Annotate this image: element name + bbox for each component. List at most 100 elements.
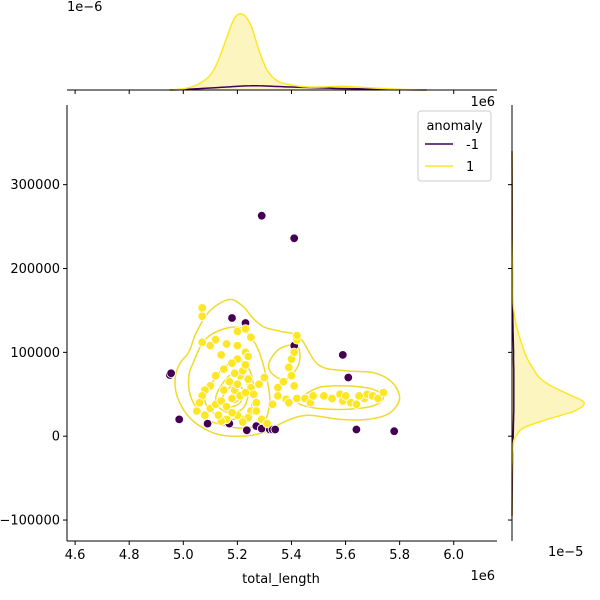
normal-point bbox=[292, 330, 302, 341]
normal-point bbox=[197, 303, 207, 313]
normal-point bbox=[197, 337, 207, 348]
normal-point bbox=[227, 393, 237, 404]
normal-point bbox=[221, 339, 232, 349]
normal-point bbox=[240, 324, 251, 334]
anomaly-point bbox=[242, 425, 252, 436]
top-marginal-x-ticks bbox=[74, 90, 455, 94]
anomaly-point bbox=[343, 372, 354, 383]
right-density-line-normal bbox=[511, 151, 585, 516]
top-density-line-anomaly bbox=[169, 84, 427, 91]
scatter-points bbox=[165, 210, 399, 436]
normal-point bbox=[243, 374, 253, 384]
normal-point bbox=[227, 358, 237, 368]
y-tick-label: −100000 bbox=[0, 514, 60, 529]
normal-point bbox=[232, 326, 243, 337]
normal-point bbox=[254, 379, 264, 389]
legend-label-normal: 1 bbox=[466, 160, 474, 175]
density-contour-mid-left bbox=[187, 326, 271, 429]
right-marginal-y-ticks bbox=[508, 184, 512, 521]
normal-point bbox=[267, 399, 278, 410]
y-tick-label: 100000 bbox=[10, 346, 60, 361]
normal-point bbox=[327, 393, 337, 404]
anomaly-point bbox=[202, 418, 213, 429]
normal-point bbox=[216, 396, 226, 406]
normal-point bbox=[229, 368, 240, 379]
anomaly-point bbox=[227, 313, 237, 323]
normal-point bbox=[210, 371, 221, 381]
anomaly-point bbox=[389, 426, 399, 436]
legend: anomaly -1 1 bbox=[417, 110, 492, 182]
y-tick-label: 200000 bbox=[10, 262, 60, 277]
normal-point bbox=[192, 406, 202, 416]
normal-point bbox=[200, 410, 210, 420]
density-contour-mid-upper bbox=[267, 344, 301, 381]
x-tick-label: 5.4 bbox=[281, 548, 302, 563]
y-tick-label: 300000 bbox=[10, 178, 60, 193]
normal-point bbox=[219, 364, 229, 374]
y-axis-ticks: −100000 0 100000 200000 300000 bbox=[0, 178, 67, 529]
normal-point bbox=[251, 398, 261, 408]
top-marginal-panel: 1e−6 bbox=[67, 0, 497, 94]
normal-point bbox=[351, 399, 362, 410]
legend-title: anomaly bbox=[426, 119, 482, 134]
normal-point bbox=[246, 332, 256, 343]
anomaly-point bbox=[174, 414, 184, 425]
normal-point bbox=[240, 387, 251, 398]
normal-point bbox=[273, 391, 283, 401]
density-contours bbox=[174, 298, 401, 438]
normal-point bbox=[319, 391, 329, 401]
normal-point bbox=[259, 372, 270, 383]
anomaly-point bbox=[289, 233, 299, 244]
normal-point bbox=[232, 379, 243, 389]
anomaly-point bbox=[338, 350, 348, 360]
legend-label-anomaly: -1 bbox=[466, 138, 479, 153]
right-marginal-offset-label: 1e−5 bbox=[548, 545, 583, 560]
normal-point bbox=[251, 406, 261, 416]
top-density-fill-normal bbox=[169, 13, 427, 90]
normal-point bbox=[238, 417, 248, 427]
x-axis-offset-label: 1e6 bbox=[470, 569, 495, 584]
normal-point bbox=[224, 377, 235, 387]
normal-point bbox=[284, 398, 294, 408]
anomaly-point bbox=[257, 210, 267, 221]
legend-frame bbox=[417, 110, 492, 182]
x-tick-label: 4.6 bbox=[65, 548, 86, 563]
x-tick-label: 5.0 bbox=[173, 548, 194, 563]
normal-point bbox=[289, 347, 299, 358]
top-density-line-normal bbox=[169, 12, 427, 91]
normal-point bbox=[373, 393, 383, 404]
anomaly-point bbox=[166, 368, 176, 379]
normal-point bbox=[240, 360, 251, 370]
normal-point bbox=[221, 402, 232, 412]
normal-point bbox=[219, 385, 229, 395]
x-tick-label: 6.0 bbox=[443, 548, 464, 563]
normal-point bbox=[354, 391, 364, 401]
x-tick-label: 5.8 bbox=[389, 548, 410, 563]
right-marginal-panel: 1e−5 bbox=[508, 105, 585, 560]
normal-point bbox=[205, 340, 216, 351]
normal-point bbox=[232, 340, 243, 351]
normal-point bbox=[262, 418, 272, 429]
x-tick-label: 5.6 bbox=[335, 548, 356, 563]
normal-point bbox=[292, 393, 302, 404]
normal-point bbox=[243, 351, 253, 362]
normal-point bbox=[248, 389, 259, 400]
x-tick-label: 4.8 bbox=[119, 548, 140, 563]
right-density-fill-normal bbox=[511, 151, 585, 516]
normal-point bbox=[227, 408, 237, 418]
normal-point bbox=[216, 350, 226, 360]
normal-point bbox=[210, 335, 221, 345]
anomaly-point bbox=[351, 424, 362, 435]
normal-point bbox=[378, 387, 389, 398]
normal-point bbox=[289, 381, 299, 391]
anomaly-point bbox=[270, 424, 280, 435]
density-contour-mid-right bbox=[295, 384, 385, 411]
normal-point bbox=[308, 391, 318, 401]
main-panel: 4.6 4.8 5.0 5.2 5.4 5.6 5.8 6.0 −100000 0 100000 2… bbox=[0, 95, 497, 587]
top-marginal-offset-label: 1e−6 bbox=[67, 0, 102, 15]
density-contour-outer bbox=[174, 298, 401, 438]
x-tick-label: 5.2 bbox=[227, 548, 248, 563]
right-marginal-density bbox=[511, 151, 585, 516]
y-tick-label: 0 bbox=[52, 430, 60, 445]
